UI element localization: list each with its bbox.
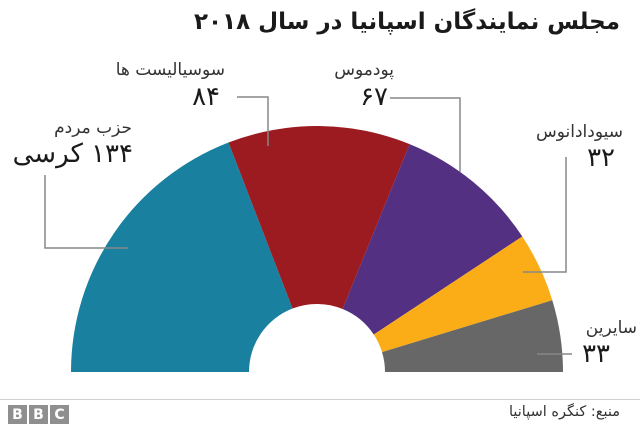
callout-socialists xyxy=(237,96,269,146)
source-caption: منبع: کنگره اسپانیا xyxy=(508,404,620,420)
label-socialists-name: سوسیالیست ها xyxy=(115,60,225,80)
label-peoples-party-name: حزب مردم xyxy=(54,118,132,138)
callout-podemos xyxy=(390,97,461,172)
bbc-logo: B B C xyxy=(8,405,69,424)
label-socialists-value: ۸۴ xyxy=(192,82,220,112)
wedges xyxy=(71,126,563,372)
bbc-logo-letter: B xyxy=(29,405,48,424)
segment-peoples-party xyxy=(71,142,293,372)
segment-others xyxy=(382,300,563,372)
bbc-logo-letter: B xyxy=(8,405,27,424)
footer-divider xyxy=(0,399,640,400)
segment-socialists xyxy=(228,126,410,309)
callout-ciudadanos xyxy=(523,157,567,273)
segment-ciudadanos xyxy=(373,236,553,353)
label-podemos-value: ۶۷ xyxy=(360,82,388,112)
callout-lines xyxy=(44,96,572,355)
label-others-value: ۳۳ xyxy=(582,339,610,369)
bbc-logo-letter: C xyxy=(50,405,69,424)
segment-podemos xyxy=(342,144,523,335)
label-podemos-name: پودموس xyxy=(334,60,394,80)
page-title: مجلس نمایندگان اسپانیا در سال ۲۰۱۸ xyxy=(194,9,620,35)
label-peoples-party-value: ۱۳۴ کرسی xyxy=(12,139,133,169)
label-ciudadanos-value: ۳۲ xyxy=(587,143,615,173)
callout-peoples-party xyxy=(44,175,128,249)
label-ciudadanos-name: سیودادانوس xyxy=(535,122,623,142)
label-others-name: سایرین xyxy=(585,318,637,338)
